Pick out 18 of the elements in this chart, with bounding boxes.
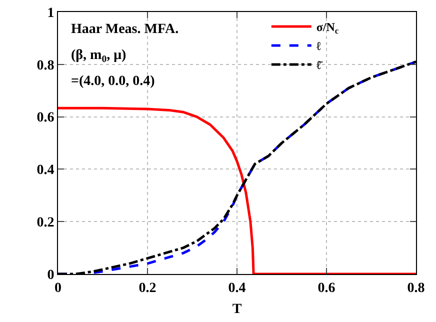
legend-label: σ/N$_{c}$: [316, 20, 339, 36]
y-tick-label: 0.6: [36, 110, 54, 126]
y-tick-label: 0.4: [36, 163, 54, 178]
annotation: (β, m$_{0}$, μ): [71, 48, 127, 65]
annotation: =(4.0, 0.0, 0.4): [71, 74, 156, 89]
legend-label: ℓ̄: [316, 58, 323, 72]
y-tick-label: 0: [47, 268, 54, 283]
x-tick-label: 0.8: [407, 280, 425, 296]
x-tick-label: 0.2: [138, 280, 156, 296]
y-tick-label: 0.8: [36, 58, 54, 74]
x-tick-label: 0.4: [228, 280, 246, 296]
y-tick-label: 1: [47, 6, 54, 21]
annotation: Haar Meas. MFA.: [71, 22, 179, 37]
x-axis-title: T: [232, 302, 242, 318]
x-tick-label: 0.6: [318, 280, 336, 296]
line-series: [58, 106, 416, 274]
y-tick-label: 0.2: [36, 216, 54, 230]
legend-label: ℓ: [316, 39, 322, 54]
